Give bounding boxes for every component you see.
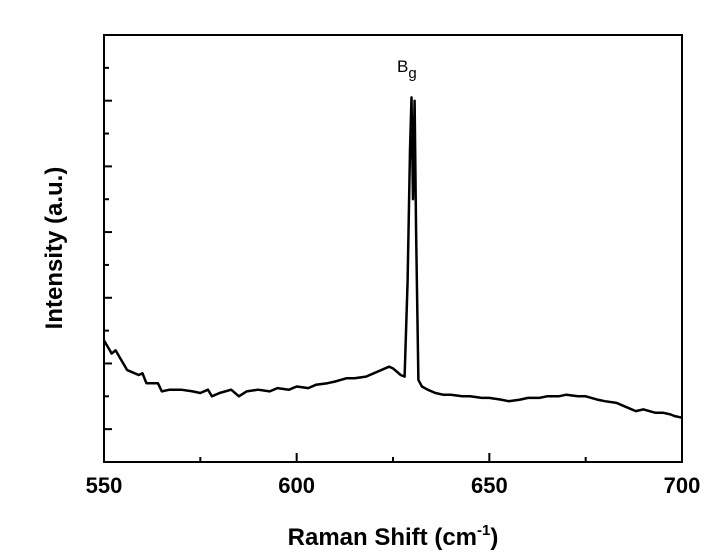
x-tick-label: 550 xyxy=(86,473,123,498)
x-axis-title: Raman Shift (cm-1) xyxy=(288,522,499,551)
x-tick-label: 600 xyxy=(278,473,315,498)
x-tick-label: 650 xyxy=(471,473,508,498)
x-axis-ticks: 550 600 650 700 xyxy=(86,453,701,498)
x-tick-label: 700 xyxy=(664,473,701,498)
y-axis-title: Intensity (a.u.) xyxy=(41,167,68,330)
peak-label: Bg xyxy=(397,57,417,82)
y-axis-ticks xyxy=(104,66,112,431)
spectrum-line xyxy=(102,96,683,419)
